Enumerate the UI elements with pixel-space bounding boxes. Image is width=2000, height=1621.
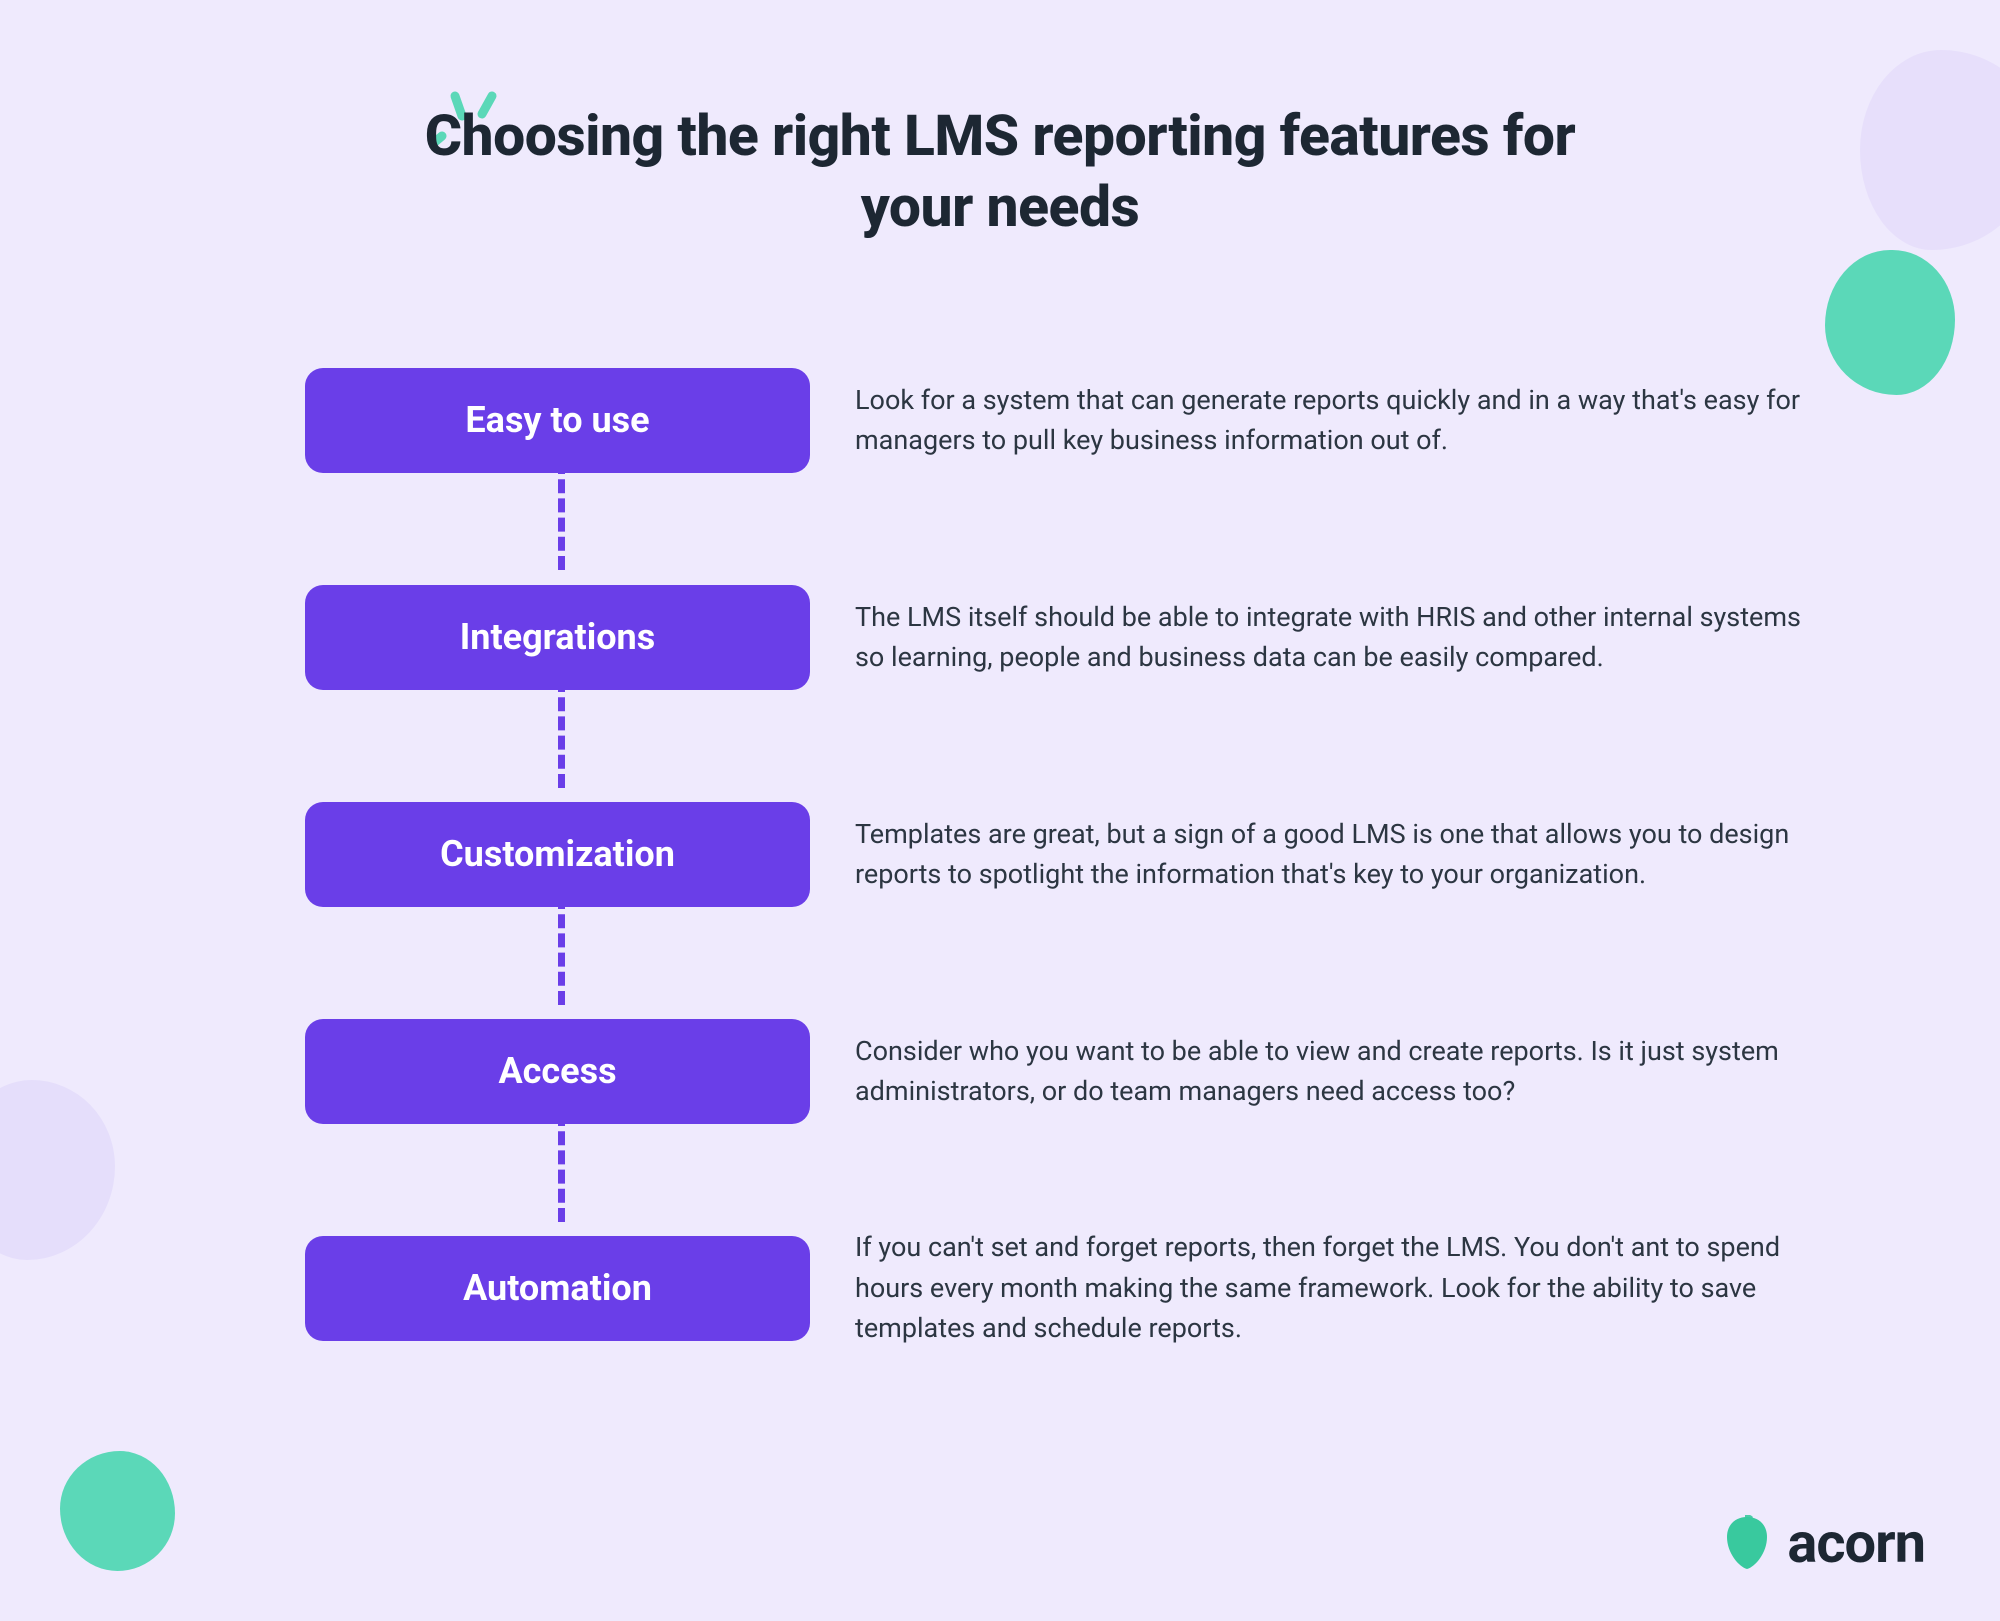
feature-desc-col: The LMS itself should be able to integra… (810, 597, 1805, 678)
feature-desc-col: If you can't set and forget reports, the… (810, 1227, 1805, 1349)
decorative-blob-left (0, 1080, 115, 1260)
feature-desc: Consider who you want to be able to view… (855, 1031, 1805, 1112)
infographic-canvas: Choosing the right LMS reporting feature… (0, 0, 2000, 1621)
feature-row: Easy to use Look for a system that can g… (305, 355, 1805, 485)
page-title: Choosing the right LMS reporting feature… (400, 100, 1600, 243)
feature-pill-access: Access (305, 1019, 810, 1124)
feature-desc-col: Consider who you want to be able to view… (810, 1031, 1805, 1112)
decorative-blob-right (1825, 250, 1955, 395)
feature-desc: If you can't set and forget reports, the… (855, 1227, 1805, 1349)
feature-pill-easy-to-use: Easy to use (305, 368, 810, 473)
feature-pill-customization: Customization (305, 802, 810, 907)
decorative-blob-top-right (1860, 50, 2000, 250)
acorn-icon (1721, 1515, 1773, 1571)
feature-desc: The LMS itself should be able to integra… (855, 597, 1805, 678)
feature-row: Automation If you can't set and forget r… (305, 1223, 1805, 1353)
feature-label: Integrations (460, 616, 655, 658)
feature-row: Customization Templates are great, but a… (305, 789, 1805, 919)
feature-desc-col: Look for a system that can generate repo… (810, 380, 1805, 461)
feature-pill-integrations: Integrations (305, 585, 810, 690)
feature-label: Easy to use (465, 399, 649, 441)
feature-label: Automation (463, 1267, 652, 1309)
feature-row: Access Consider who you want to be able … (305, 1006, 1805, 1136)
feature-desc: Templates are great, but a sign of a goo… (855, 814, 1805, 895)
feature-list: Easy to use Look for a system that can g… (305, 355, 1805, 1353)
brand-name: acorn (1787, 1510, 1925, 1576)
feature-row: Integrations The LMS itself should be ab… (305, 572, 1805, 702)
brand-logo: acorn (1721, 1510, 1925, 1576)
title-container: Choosing the right LMS reporting feature… (400, 100, 1600, 243)
feature-pill-automation: Automation (305, 1236, 810, 1341)
feature-label: Customization (440, 833, 675, 875)
feature-desc: Look for a system that can generate repo… (855, 380, 1805, 461)
feature-desc-col: Templates are great, but a sign of a goo… (810, 814, 1805, 895)
decorative-blob-bottom-left (60, 1451, 175, 1571)
feature-label: Access (498, 1050, 616, 1092)
